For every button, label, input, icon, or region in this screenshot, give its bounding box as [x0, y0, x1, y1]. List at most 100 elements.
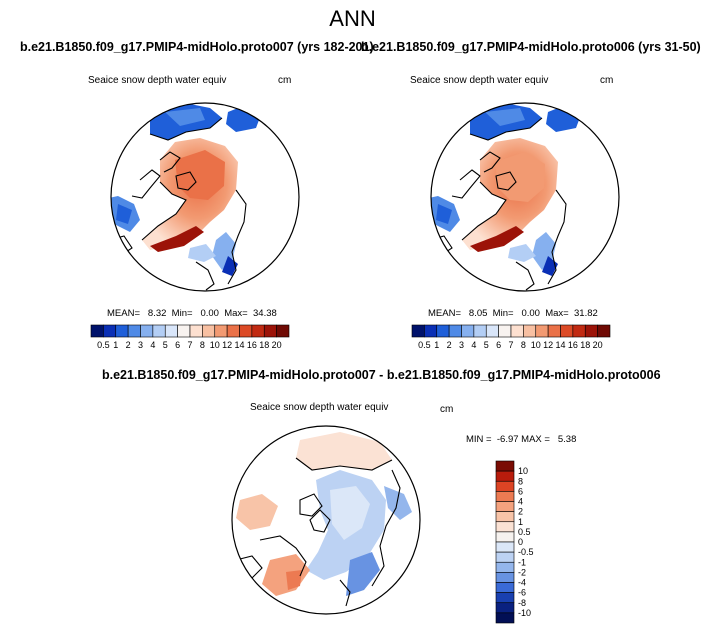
- left-colorbar-swatch: [263, 324, 277, 338]
- diff-colorbar-swatch: [495, 480, 515, 492]
- right-colorbar-tick-label: 8: [521, 340, 526, 350]
- diff-panel-variable-label: Seaice snow depth water equiv: [250, 402, 389, 413]
- right-colorbar-swatch: [498, 324, 512, 338]
- left-colorbar-tick-label: 20: [272, 340, 282, 350]
- right-colorbar-swatch: [485, 324, 499, 338]
- right-colorbar-swatch: [510, 324, 524, 338]
- diff-colorbar-tick-label: 6: [518, 486, 523, 496]
- diff-colorbar-tick-label: -8: [518, 598, 526, 608]
- left-panel-case-title: b.e21.B1850.f09_g17.PMIP4-midHolo.proto0…: [20, 40, 374, 54]
- right-panel-units-label: cm: [600, 75, 614, 86]
- right-colorbar-tick-label: 20: [593, 340, 603, 350]
- right-colorbar-swatch: [424, 324, 438, 338]
- left-polar-map: [110, 102, 300, 292]
- right-colorbar-tick-label: 16: [568, 340, 578, 350]
- diff-panel-case-title: b.e21.B1850.f09_g17.PMIP4-midHolo.proto0…: [102, 368, 661, 382]
- left-colorbar-swatch: [127, 324, 141, 338]
- right-colorbar-swatch: [436, 324, 450, 338]
- left-colorbar-swatch: [189, 324, 203, 338]
- left-colorbar-tick-label: 1: [113, 340, 118, 350]
- right-colorbar-tick-label: 6: [496, 340, 501, 350]
- left-colorbar-tick-label: 18: [259, 340, 269, 350]
- left-colorbar-swatch: [251, 324, 265, 338]
- right-colorbar: 0.5 1 2 3 4 5 6 7 8 10 12 14 16 18 20: [411, 324, 611, 350]
- diff-colorbar-swatch: [495, 602, 515, 614]
- diff-colorbar-swatch: [495, 612, 515, 624]
- diff-colorbar-tick-label: -10: [518, 608, 531, 618]
- left-colorbar-tick-label: 10: [210, 340, 220, 350]
- left-colorbar-tick-label: 3: [138, 340, 143, 350]
- right-polar-map: [430, 102, 620, 292]
- diff-colorbar-tick-label: -0.5: [518, 547, 534, 557]
- left-colorbar-swatch: [214, 324, 228, 338]
- right-colorbar-swatch: [461, 324, 475, 338]
- left-colorbar-swatch: [140, 324, 154, 338]
- diff-colorbar-swatch: [495, 511, 515, 523]
- right-colorbar-swatch: [535, 324, 549, 338]
- diff-colorbar-tick-label: -6: [518, 588, 526, 598]
- left-colorbar-swatch: [90, 324, 104, 338]
- diff-colorbar-swatch: [495, 561, 515, 573]
- diff-colorbar-swatch: [495, 501, 515, 512]
- right-colorbar-tick-label: 1: [434, 340, 439, 350]
- diff-polar-map: [231, 425, 421, 615]
- right-colorbar-tick-label: 10: [531, 340, 541, 350]
- diff-colorbar-tick-label: -1: [518, 557, 526, 567]
- left-colorbar-tick-label: 8: [200, 340, 205, 350]
- diff-panel-units-label: cm: [440, 404, 454, 415]
- left-colorbar-tick-label: 5: [163, 340, 168, 350]
- left-colorbar: 0.5 1 2 3 4 5 6 7 8 10 12 14 16 18 20: [90, 324, 290, 350]
- diff-colorbar-tick-label: 8: [518, 476, 523, 486]
- left-panel-variable-label: Seaice snow depth water equiv: [88, 75, 227, 86]
- left-colorbar-tick-label: 14: [234, 340, 244, 350]
- right-colorbar-swatch: [547, 324, 561, 338]
- diff-colorbar-tick-label: -4: [518, 578, 526, 588]
- diff-colorbar-swatch: [495, 582, 515, 593]
- left-colorbar-tick-label: 16: [247, 340, 257, 350]
- right-colorbar-swatch: [448, 324, 462, 338]
- right-colorbar-tick-label: 0.5: [418, 340, 431, 350]
- diff-colorbar-swatch: [495, 460, 515, 472]
- left-colorbar-swatch: [115, 324, 129, 338]
- right-panel-variable-label: Seaice snow depth water equiv: [410, 75, 549, 86]
- diff-colorbar-swatch: [495, 572, 515, 583]
- left-colorbar-tick-label: 2: [126, 340, 131, 350]
- figure-title: ANN: [329, 6, 376, 31]
- diff-colorbar-swatch: [495, 491, 515, 502]
- diff-colorbar-tick-label: 2: [518, 507, 523, 517]
- diff-colorbar-swatch: [495, 470, 515, 482]
- diff-colorbar-tick-label: 4: [518, 497, 523, 507]
- right-colorbar-tick-label: 3: [459, 340, 464, 350]
- right-colorbar-tick-label: 12: [543, 340, 553, 350]
- left-colorbar-tick-label: 6: [175, 340, 180, 350]
- left-colorbar-swatch: [202, 324, 216, 338]
- left-colorbar-tick-label: 7: [187, 340, 192, 350]
- diff-panel-stats: MIN = -6.97 MAX = 5.38: [466, 434, 577, 445]
- left-colorbar-tick-label: 0.5: [97, 340, 110, 350]
- left-panel-units-label: cm: [278, 75, 292, 86]
- diff-colorbar-swatch: [495, 592, 515, 604]
- right-colorbar-tick-label: 14: [555, 340, 565, 350]
- right-colorbar-tick-label: 7: [508, 340, 513, 350]
- left-colorbar-tick-label: 4: [150, 340, 155, 350]
- diff-colorbar-tick-label: 0.5: [518, 527, 531, 537]
- left-colorbar-swatch: [152, 324, 166, 338]
- left-colorbar-swatch: [226, 324, 240, 338]
- diff-colorbar-tick-label: -2: [518, 567, 526, 577]
- diff-colorbar-swatch: [495, 531, 515, 543]
- left-colorbar-swatch: [239, 324, 253, 338]
- right-panel-case-title: b.e21.B1850.f09_g17.PMIP4-midHolo.proto0…: [361, 40, 701, 54]
- right-colorbar-swatch: [411, 324, 425, 338]
- right-colorbar-swatch: [473, 324, 487, 338]
- diff-colorbar-swatch: [495, 551, 515, 563]
- left-colorbar-swatch: [164, 324, 178, 338]
- diff-colorbar-tick-label: 0: [518, 537, 523, 547]
- right-colorbar-swatch: [523, 324, 537, 338]
- right-colorbar-tick-label: 18: [580, 340, 590, 350]
- left-colorbar-swatch: [276, 324, 290, 338]
- left-colorbar-swatch: [103, 324, 117, 338]
- diff-colorbar-swatch: [495, 521, 515, 533]
- left-panel-stats: MEAN= 8.32 Min= 0.00 Max= 34.38: [107, 308, 277, 319]
